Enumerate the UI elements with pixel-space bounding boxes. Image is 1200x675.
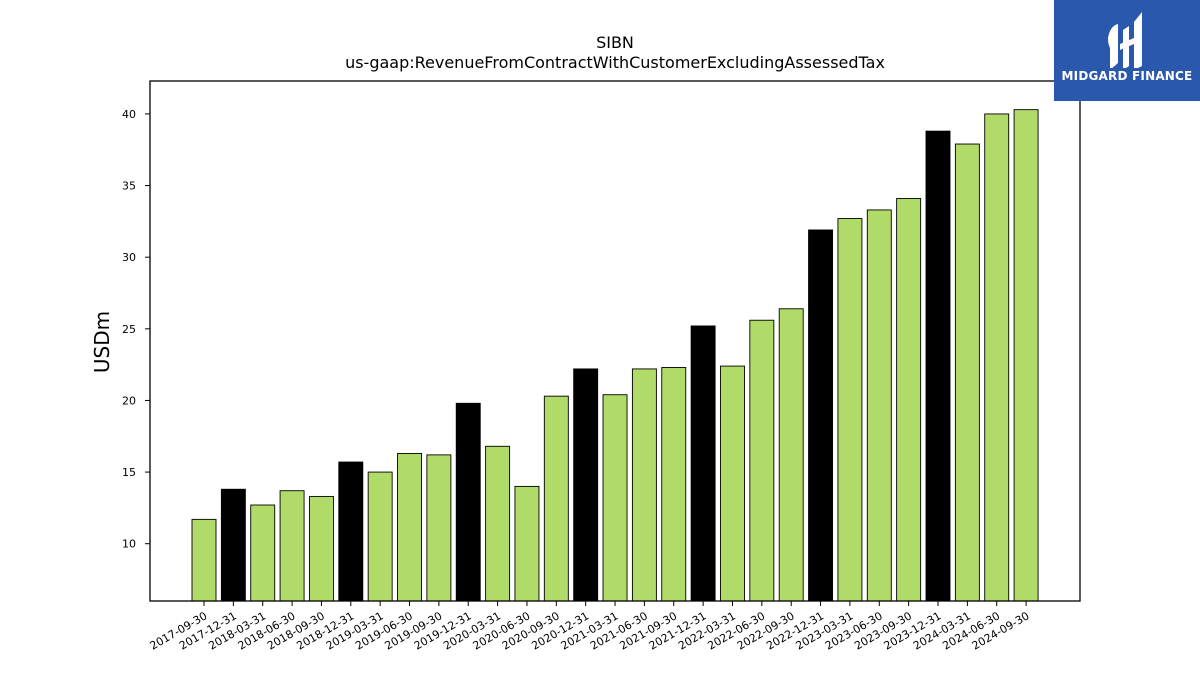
bar-2022-09-30 (778, 308, 804, 602)
y-tick-label: 30 (122, 251, 136, 264)
y-axis-label: USDm (90, 311, 114, 373)
y-tick-label: 35 (122, 180, 136, 193)
y-ticks-group: 10 15 20 25 30 35 40 (122, 108, 150, 551)
bar-2022-12-31 (808, 229, 834, 602)
bar-2019-09-30 (426, 454, 452, 602)
bar-2018-03-31 (250, 504, 276, 602)
bars-group (191, 109, 1039, 602)
bar-2018-06-30 (279, 490, 305, 602)
bar-2020-09-30 (543, 395, 569, 602)
bar-2017-09-30 (191, 518, 217, 602)
bar-2017-12-31 (220, 488, 246, 602)
bar-2020-12-31 (573, 368, 599, 602)
bar-2024-03-31 (954, 143, 980, 602)
bar-2023-03-31 (837, 218, 863, 602)
x-ticks-group: 2017-09-302017-12-312018-03-312018-06-30… (148, 601, 1032, 653)
y-tick-label: 10 (122, 538, 136, 551)
y-tick-label: 25 (122, 323, 136, 336)
bar-2021-12-31 (690, 325, 716, 602)
bar-2020-03-31 (485, 445, 511, 602)
bar-2024-09-30 (1013, 109, 1039, 602)
y-tick-label: 15 (122, 466, 136, 479)
bar-2019-12-31 (455, 402, 481, 602)
logo-text: MIDGARD FINANCE (1061, 69, 1193, 83)
bar-2023-09-30 (896, 198, 922, 602)
bar-2023-06-30 (866, 209, 892, 602)
y-tick-label: 40 (122, 108, 136, 121)
bar-2023-12-31 (925, 130, 951, 602)
midgard-logo-icon (1108, 12, 1142, 68)
midgard-finance-logo: MIDGARD FINANCE (1054, 0, 1200, 101)
bar-2019-03-31 (367, 471, 393, 602)
bar-2022-06-30 (749, 319, 775, 602)
chart-subtitle: us-gaap:RevenueFromContractWithCustomerE… (345, 53, 885, 72)
bar-2018-09-30 (308, 495, 334, 602)
bar-2021-06-30 (631, 368, 657, 602)
bar-2024-06-30 (984, 113, 1010, 602)
plot-frame (149, 80, 1081, 602)
bar-2019-06-30 (397, 453, 422, 602)
chart-title: SIBN (596, 33, 634, 52)
bar-2022-03-31 (720, 365, 745, 602)
bar-2018-12-31 (338, 461, 364, 602)
y-tick-label: 20 (122, 394, 136, 407)
bar-2021-09-30 (661, 367, 687, 602)
bar-2021-03-31 (602, 394, 628, 602)
bar-2020-06-30 (514, 485, 540, 602)
